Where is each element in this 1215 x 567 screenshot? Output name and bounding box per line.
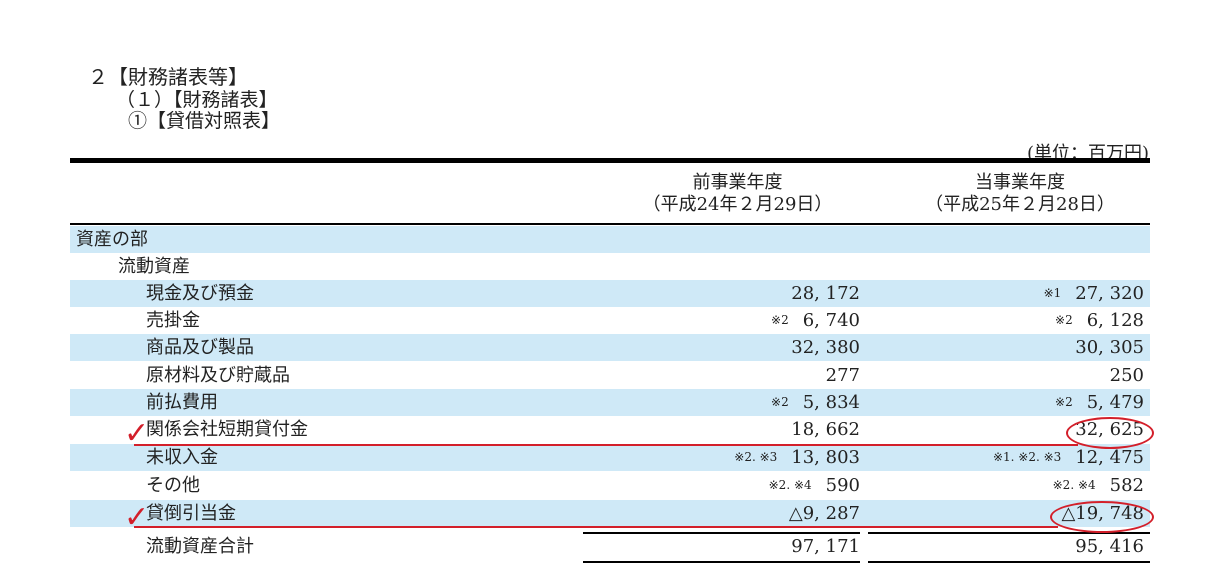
table-row: 未収入金 ※2. ※3 13, 803 ※1. ※2. ※3 12, 475 bbox=[70, 444, 1150, 471]
prev-value: ※2 6, 740 bbox=[771, 310, 860, 331]
curr-value: ※2. ※4 582 bbox=[1052, 475, 1144, 496]
table-row: 資産の部 bbox=[70, 226, 1150, 253]
table-row: 流動資産合計 97, 171 95, 416 bbox=[70, 533, 1150, 560]
prev-value: ※2 5, 834 bbox=[771, 392, 860, 413]
curr-value: 95, 416 bbox=[1075, 536, 1144, 557]
row-label: 原材料及び貯蔵品 bbox=[146, 365, 290, 386]
curr-value: ※1 27, 320 bbox=[1043, 283, 1144, 304]
column-header-prev-title: 前事業年度 bbox=[692, 172, 783, 193]
column-header-curr: 当事業年度 （平成25年２月28日） bbox=[905, 172, 1135, 216]
total-rule-curr bbox=[868, 561, 1150, 563]
red-underline bbox=[134, 444, 1078, 446]
row-label: 貸倒引当金 bbox=[146, 503, 236, 524]
curr-value: ※2 5, 479 bbox=[1055, 392, 1144, 413]
prev-value: △9, 287 bbox=[788, 503, 860, 524]
prev-value: 32, 380 bbox=[791, 337, 860, 358]
red-underline bbox=[134, 526, 1058, 528]
table-row: 貸倒引当金 △9, 287 △19, 748 bbox=[70, 500, 1150, 527]
table-row: 売掛金 ※2 6, 740 ※2 6, 128 bbox=[70, 307, 1150, 334]
header-rule bbox=[70, 223, 1150, 225]
column-header-curr-title: 当事業年度 bbox=[975, 172, 1065, 193]
section-heading: ２【財務諸表等】 bbox=[88, 65, 248, 89]
row-label: 流動資産合計 bbox=[146, 536, 254, 557]
prev-value: 97, 171 bbox=[791, 536, 860, 557]
prev-value: 18, 662 bbox=[791, 419, 860, 440]
curr-value: ※2 6, 128 bbox=[1055, 310, 1144, 331]
column-header-prev: 前事業年度 （平成24年２月29日） bbox=[620, 172, 855, 216]
prev-value: 277 bbox=[825, 365, 860, 386]
table-top-rule bbox=[70, 158, 1150, 163]
subtotal-rule-curr bbox=[868, 532, 1150, 534]
prev-value: ※2. ※3 13, 803 bbox=[734, 447, 860, 468]
red-circle-mark bbox=[1066, 417, 1154, 449]
row-label: 未収入金 bbox=[146, 447, 218, 468]
row-label: 関係会社短期貸付金 bbox=[146, 419, 308, 440]
subsection-heading: （１）【財務諸表】 bbox=[116, 89, 278, 111]
table-row: その他 ※2. ※4 590 ※2. ※4 582 bbox=[70, 472, 1150, 499]
table-row: 商品及び製品 32, 380 30, 305 bbox=[70, 334, 1150, 361]
table-row: 関係会社短期貸付金 18, 662 32, 625 bbox=[70, 416, 1150, 443]
table-row: 前払費用 ※2 5, 834 ※2 5, 479 bbox=[70, 389, 1150, 416]
check-mark-icon: ✓ bbox=[124, 500, 150, 535]
curr-value: ※1. ※2. ※3 12, 475 bbox=[992, 447, 1144, 468]
curr-value: 250 bbox=[1109, 365, 1144, 386]
column-header-curr-date: （平成25年２月28日） bbox=[925, 194, 1115, 215]
subtotal-rule-prev bbox=[583, 532, 860, 534]
row-label: 現金及び預金 bbox=[146, 283, 254, 304]
row-label: 資産の部 bbox=[76, 229, 148, 250]
row-label: 流動資産 bbox=[118, 256, 190, 277]
prev-value: ※2. ※4 590 bbox=[768, 475, 860, 496]
table-row: 現金及び預金 28, 172 ※1 27, 320 bbox=[70, 280, 1150, 307]
red-circle-mark bbox=[1050, 501, 1154, 533]
row-label: 前払費用 bbox=[146, 392, 218, 413]
statement-heading: ①【貸借対照表】 bbox=[128, 110, 281, 132]
curr-value: 30, 305 bbox=[1075, 337, 1144, 358]
column-header-prev-date: （平成24年２月29日） bbox=[642, 194, 833, 215]
table-row: 原材料及び貯蔵品 277 250 bbox=[70, 362, 1150, 389]
total-rule-prev bbox=[583, 561, 860, 563]
table-row: 流動資産 bbox=[70, 253, 1150, 280]
row-label: 商品及び製品 bbox=[146, 337, 254, 358]
row-label: その他 bbox=[146, 475, 200, 496]
prev-value: 28, 172 bbox=[791, 283, 860, 304]
row-label: 売掛金 bbox=[146, 310, 200, 331]
